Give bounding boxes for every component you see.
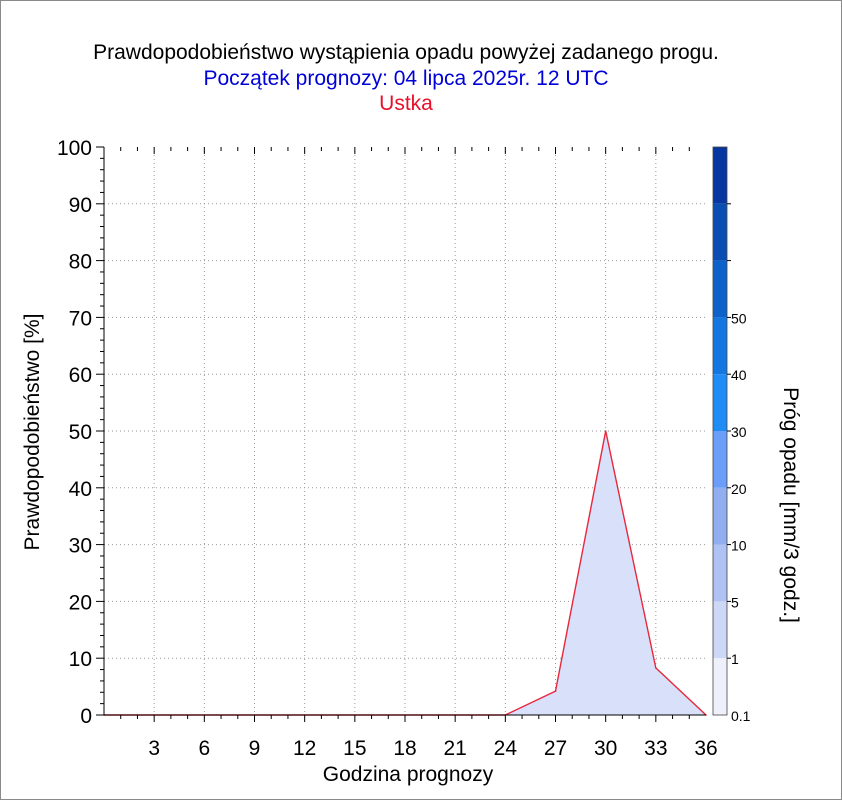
y-axis-label: Prawdopodobieństwo [%] [21, 314, 44, 551]
series-area-fill [104, 431, 706, 715]
colorbar: 0.1 1 5 10 20 30 40 50 [712, 146, 751, 724]
chart-title: Prawdopodobieństwo wystąpienia opadu pow… [93, 41, 719, 64]
data-point [554, 690, 557, 692]
y-tick-label: 50 [69, 421, 92, 444]
station-name: Ustka [379, 92, 433, 115]
colorbar-tick-label: 0.1 [731, 708, 751, 724]
x-tick-label: 36 [694, 737, 717, 760]
colorbar-label: Próg opadu [mm/3 godz.] [779, 387, 802, 623]
data-point [604, 430, 607, 432]
colorbar-tick-label: 30 [731, 424, 747, 440]
x-tick-label: 3 [148, 737, 160, 760]
forecast-start-subtitle: Początek prognozy: 04 lipca 2025r. 12 UT… [203, 67, 609, 90]
y-tick-label: 30 [69, 535, 92, 558]
x-tick-label: 15 [343, 737, 366, 760]
colorbar-tick-label: 20 [731, 481, 747, 497]
colorbar-segment [713, 487, 727, 545]
colorbar-segment [713, 658, 727, 715]
colorbar-segment [713, 601, 727, 659]
x-tick-label: 27 [544, 737, 567, 760]
x-tick-label: 9 [249, 737, 261, 760]
colorbar-segment [713, 260, 727, 318]
colorbar-tick-label: 40 [731, 367, 747, 383]
y-tick-label: 40 [69, 478, 92, 501]
y-tick-label: 20 [69, 591, 92, 614]
x-axis-label: Godzina prognozy [323, 763, 494, 786]
y-tick-label: 0 [80, 705, 92, 728]
colorbar-segment [713, 147, 727, 204]
colorbar-segment [713, 544, 727, 602]
colorbar-segment [713, 203, 727, 261]
series-area-layer [103, 430, 707, 716]
x-tick-label: 24 [494, 737, 518, 760]
colorbar-segment [713, 374, 727, 431]
colorbar-tick-label: 5 [731, 594, 739, 610]
y-tick-label: 90 [69, 194, 92, 217]
data-point [655, 667, 657, 669]
x-tick-label: 21 [443, 737, 466, 760]
x-axis-ticks: 3 6 9 12 15 18 21 24 27 30 33 36 [148, 737, 717, 760]
y-tick-label: 70 [69, 307, 92, 330]
x-tick-label: 12 [293, 737, 316, 760]
x-tick-label: 18 [393, 737, 416, 760]
colorbar-segment [713, 431, 727, 488]
y-tick-label: 60 [69, 364, 92, 387]
x-tick-label: 6 [198, 737, 210, 760]
colorbar-tick-label: 1 [731, 651, 739, 667]
x-tick-label: 33 [644, 737, 667, 760]
y-tick-label: 80 [69, 251, 92, 274]
colorbar-tick-label: 10 [731, 538, 747, 554]
colorbar-tick-label: 50 [731, 310, 747, 326]
colorbar-segment [713, 317, 727, 375]
y-tick-label: 100 [57, 137, 92, 160]
y-tick-label: 10 [69, 648, 92, 671]
y-axis-ticks: 0 10 20 30 40 50 60 70 80 90 100 [57, 137, 104, 728]
x-tick-label: 30 [594, 737, 617, 760]
